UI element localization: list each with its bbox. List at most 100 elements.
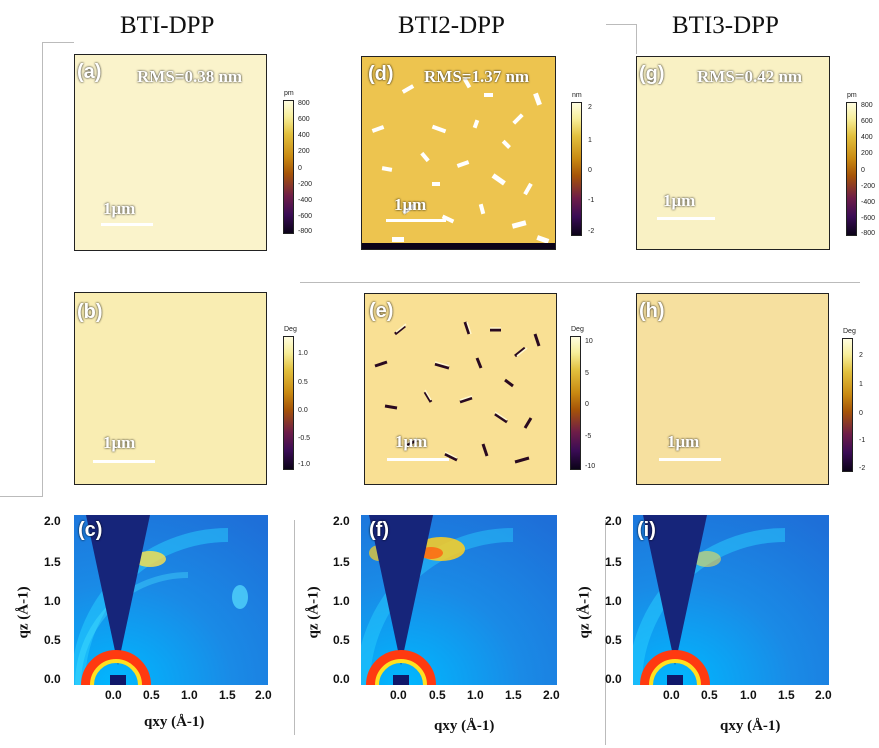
- x-tick: 1.5: [219, 688, 236, 702]
- colorbar-tick: 2: [588, 104, 592, 111]
- column-title-bti-dpp: BTI-DPP: [120, 12, 215, 39]
- scale-bar-label: 1μm: [394, 195, 427, 214]
- afm-texture: [362, 57, 555, 249]
- y-tick: 0.0: [44, 672, 61, 686]
- colorbar-unit: pm: [284, 90, 294, 97]
- afm-texture: [637, 294, 828, 484]
- colorbar-tick: -1: [588, 197, 595, 204]
- colorbar-h: [842, 338, 853, 472]
- colorbar-tick: 200: [861, 150, 873, 157]
- afm-height-image-g: (g) RMS=0.42 nm 1μm: [636, 56, 830, 250]
- colorbar-tick: -400: [298, 197, 313, 204]
- colorbar-d: [571, 102, 582, 236]
- y-tick: 1.0: [44, 594, 61, 608]
- afm-phase-image-b: (b) 1μm: [74, 292, 267, 485]
- colorbar-tick: 2: [859, 352, 863, 359]
- panel-label: (f): [369, 519, 389, 541]
- colorbar-tick: 1: [859, 381, 863, 388]
- colorbar-tick: 400: [298, 132, 310, 139]
- frame-line: [606, 24, 636, 25]
- panel-label: (h): [639, 300, 665, 322]
- x-tick: 0.5: [143, 688, 160, 702]
- colorbar-unit: pm: [847, 92, 857, 99]
- y-tick: 1.5: [44, 555, 61, 569]
- colorbar-tick: -200: [861, 183, 876, 190]
- colorbar-tick: -2: [859, 465, 866, 472]
- x-tick: 0.5: [429, 688, 446, 702]
- x-tick: 1.5: [778, 688, 795, 702]
- colorbar-tick: -1.0: [298, 461, 311, 468]
- x-tick: 1.0: [467, 688, 484, 702]
- colorbar-tick: 0: [298, 165, 302, 172]
- y-tick: 1.5: [333, 555, 350, 569]
- colorbar-tick: -5: [585, 433, 592, 440]
- colorbar-tick: 600: [298, 116, 310, 123]
- panel-label: (e): [369, 300, 394, 322]
- frame-line: [294, 520, 295, 735]
- colorbar-tick: 10: [585, 338, 593, 345]
- panel-label: (i): [637, 519, 656, 541]
- column-title-bti2-dpp: BTI2-DPP: [398, 12, 505, 39]
- giwaxs-pattern-f: (f): [361, 515, 557, 685]
- afm-texture: [75, 55, 266, 250]
- colorbar-tick: -600: [861, 215, 876, 222]
- colorbar-tick: 800: [298, 100, 310, 107]
- scale-bar-label: 1μm: [395, 432, 428, 451]
- colorbar-tick: -800: [861, 230, 876, 237]
- rms-value: RMS=0.38 nm: [137, 67, 243, 86]
- x-tick: 2.0: [255, 688, 272, 702]
- frame-line: [300, 282, 860, 283]
- x-axis-label-f: qxy (Å-1): [434, 718, 495, 734]
- scale-bar-label: 1μm: [103, 199, 136, 218]
- panel-label: (b): [77, 301, 103, 323]
- y-tick: 2.0: [44, 514, 61, 528]
- x-tick: 0.5: [701, 688, 718, 702]
- y-axis-label-c: qz (Å-1): [15, 586, 32, 639]
- panel-label: (c): [78, 519, 103, 541]
- scale-bar: [93, 460, 155, 463]
- y-tick: 1.0: [333, 594, 350, 608]
- colorbar-tick: -400: [861, 199, 876, 206]
- frame-line: [0, 496, 43, 497]
- x-tick: 0.0: [390, 688, 407, 702]
- scale-bar-label: 1μm: [667, 432, 700, 451]
- colorbar-tick: 0: [585, 401, 589, 408]
- scale-bar: [386, 219, 446, 222]
- y-tick: 0.5: [44, 633, 61, 647]
- colorbar-tick: -10: [585, 463, 596, 470]
- x-tick: 0.0: [105, 688, 122, 702]
- scale-bar: [101, 223, 153, 226]
- giwaxs-pattern-c: (c): [74, 515, 268, 685]
- y-tick: 1.5: [605, 555, 622, 569]
- x-axis-label-c: qxy (Å-1): [144, 714, 205, 730]
- colorbar-tick: 400: [861, 134, 873, 141]
- x-tick: 1.5: [505, 688, 522, 702]
- colorbar-tick: 5: [585, 370, 589, 377]
- rms-value: RMS=1.37 nm: [424, 67, 530, 86]
- colorbar-unit: Deg: [571, 326, 584, 333]
- afm-height-image-d: (d) RMS=1.37 nm 1μm: [361, 56, 556, 250]
- afm-phase-image-e: (e) 1μm: [364, 293, 557, 485]
- colorbar-tick: 0: [588, 167, 592, 174]
- scale-bar-label: 1μm: [103, 433, 136, 452]
- colorbar-tick: -1: [859, 437, 866, 444]
- colorbar-tick: 0: [861, 167, 865, 174]
- frame-line: [605, 520, 606, 745]
- colorbar-tick: 800: [861, 102, 873, 109]
- colorbar-tick: 0.0: [298, 407, 308, 414]
- y-axis-label-i: qz (Å-1): [576, 586, 593, 639]
- y-tick: 0.0: [333, 672, 350, 686]
- y-tick: 2.0: [605, 514, 622, 528]
- giwaxs-pattern-i: (i): [633, 515, 829, 685]
- colorbar-tick: -200: [298, 181, 313, 188]
- y-tick: 0.5: [605, 633, 622, 647]
- colorbar-tick: -600: [298, 213, 313, 220]
- giwaxs-image: [633, 515, 829, 685]
- y-tick: 1.0: [605, 594, 622, 608]
- colorbar-g: [846, 102, 857, 236]
- x-axis-label-i: qxy (Å-1): [720, 718, 781, 734]
- x-tick: 2.0: [815, 688, 832, 702]
- x-tick: 1.0: [740, 688, 757, 702]
- giwaxs-image: [361, 515, 557, 685]
- afm-texture: [75, 293, 266, 484]
